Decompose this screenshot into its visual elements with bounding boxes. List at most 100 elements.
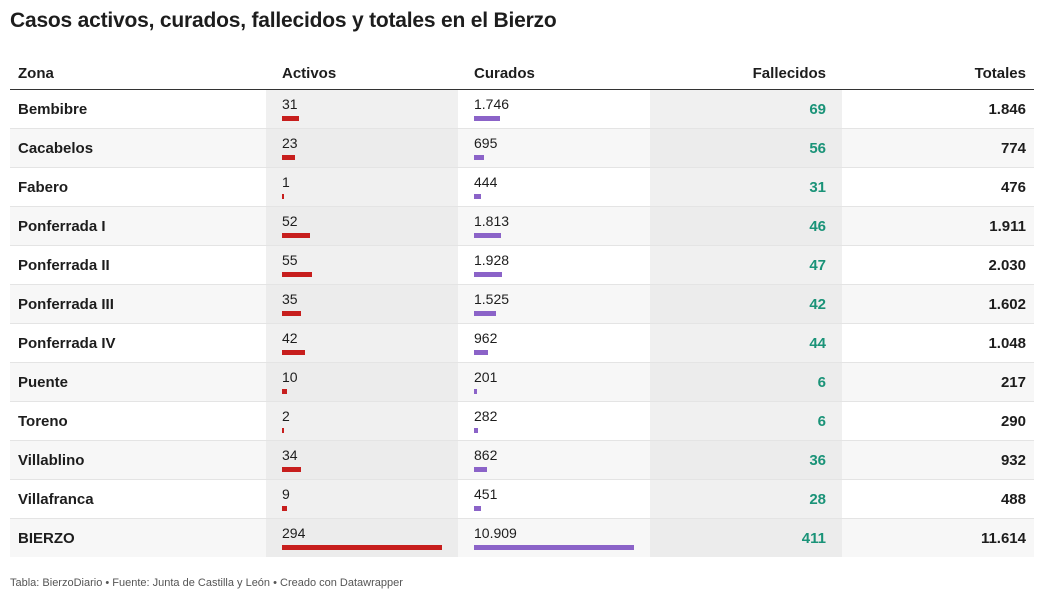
- fallecidos-value: 56: [809, 140, 826, 157]
- activos-column-shade: [266, 90, 458, 128]
- curados-bar: [474, 233, 501, 238]
- table-row: Puente 10 201 6 217: [10, 363, 1034, 402]
- activos-column-shade: [266, 207, 458, 245]
- curados-bar: [474, 428, 479, 433]
- activos-bar: [282, 350, 305, 355]
- fallecidos-column-shade: [650, 285, 842, 323]
- zona-label: Fabero: [18, 179, 69, 196]
- table-row: Fabero 1 444 31 476: [10, 168, 1034, 207]
- activos-column-shade: [266, 168, 458, 206]
- fallecidos-value: 31: [809, 179, 826, 196]
- activos-bar: [282, 194, 284, 199]
- activos-value: 52: [282, 213, 298, 229]
- activos-bar: [282, 506, 287, 511]
- table-row: Villafranca 9 451 28 488: [10, 480, 1034, 519]
- curados-value: 201: [474, 369, 498, 385]
- fallecidos-column-shade: [650, 129, 842, 167]
- fallecidos-value: 411: [801, 530, 826, 547]
- activos-value: 9: [282, 486, 290, 502]
- totales-value: 476: [1000, 179, 1026, 196]
- curados-value: 451: [474, 486, 498, 502]
- activos-bar: [282, 467, 301, 472]
- activos-value: 31: [282, 96, 298, 112]
- fallecidos-column-shade: [650, 207, 842, 245]
- totales-value: 11.614: [980, 530, 1026, 547]
- activos-bar: [282, 389, 288, 394]
- curados-bar: [474, 311, 497, 316]
- table-row: Ponferrada III 35 1.525 42 1.602: [10, 285, 1034, 324]
- fallecidos-column-shade: [650, 441, 842, 479]
- curados-value: 1.813: [474, 213, 510, 229]
- table-row: BIERZO 294 10.909 411 11.614: [10, 519, 1034, 557]
- header-activos: Activos: [282, 65, 337, 82]
- fallecidos-value: 28: [809, 491, 826, 508]
- fallecidos-column-shade: [650, 168, 842, 206]
- fallecidos-column-shade: [650, 246, 842, 284]
- table-body: Bembibre 31 1.746 69 1.846 Cacabelos 23 695 56 77…: [10, 90, 1034, 557]
- table-row: Cacabelos 23 695 56 774: [10, 129, 1034, 168]
- curados-value: 10.909: [474, 525, 517, 541]
- zona-label: Ponferrada II: [18, 257, 110, 274]
- activos-bar: [282, 272, 312, 277]
- curados-bar: [474, 194, 481, 199]
- curados-value: 1.746: [474, 96, 510, 112]
- fallecidos-column-shade: [650, 480, 842, 518]
- zona-label: Puente: [18, 374, 69, 391]
- curados-bar: [474, 155, 485, 160]
- totales-value: 1.602: [988, 296, 1026, 313]
- fallecidos-value: 6: [817, 374, 826, 391]
- activos-value: 1: [282, 174, 290, 190]
- activos-column-shade: [266, 324, 458, 362]
- activos-bar: [282, 311, 302, 316]
- curados-bar: [474, 389, 477, 394]
- curados-value: 1.928: [474, 252, 510, 268]
- totales-value: 488: [1000, 491, 1026, 508]
- fallecidos-column-shade: [650, 402, 842, 440]
- activos-value: 55: [282, 252, 298, 268]
- table-header: Zona Activos Curados Fallecidos Totales: [10, 56, 1034, 90]
- curados-value: 962: [474, 330, 498, 346]
- activos-column-shade: [266, 402, 458, 440]
- activos-column-shade: [266, 441, 458, 479]
- zona-label: Cacabelos: [18, 140, 94, 157]
- fallecidos-column-shade: [650, 324, 842, 362]
- totales-value: 932: [1000, 452, 1026, 469]
- activos-bar: [282, 155, 295, 160]
- table-row: Ponferrada IV 42 962 44 1.048: [10, 324, 1034, 363]
- activos-column-shade: [266, 246, 458, 284]
- zona-label: Bembibre: [18, 101, 88, 118]
- curados-value: 282: [474, 408, 498, 424]
- curados-value: 862: [474, 447, 498, 463]
- curados-value: 695: [474, 135, 498, 151]
- fallecidos-value: 69: [809, 101, 826, 118]
- table-row: Ponferrada II 55 1.928 47 2.030: [10, 246, 1034, 285]
- header-curados: Curados: [474, 65, 535, 82]
- activos-value: 10: [282, 369, 298, 385]
- curados-value: 1.525: [474, 291, 510, 307]
- fallecidos-column-shade: [650, 519, 842, 557]
- totales-value: 217: [1000, 374, 1026, 391]
- chart-title: Casos activos, curados, fallecidos y tot…: [10, 9, 557, 32]
- activos-column-shade: [266, 519, 458, 557]
- zona-label: Ponferrada IV: [18, 335, 116, 352]
- totales-value: 1.048: [988, 335, 1026, 352]
- fallecidos-value: 46: [809, 218, 826, 235]
- fallecidos-value: 47: [809, 257, 826, 274]
- zona-label: Villafranca: [18, 491, 94, 508]
- activos-value: 35: [282, 291, 298, 307]
- activos-column-shade: [266, 480, 458, 518]
- activos-value: 23: [282, 135, 298, 151]
- activos-value: 294: [282, 525, 306, 541]
- activos-bar: [282, 428, 284, 433]
- activos-value: 2: [282, 408, 290, 424]
- activos-column-shade: [266, 129, 458, 167]
- data-table: Zona Activos Curados Fallecidos Totales …: [10, 56, 1034, 557]
- fallecidos-value: 6: [817, 413, 826, 430]
- curados-bar: [474, 467, 487, 472]
- header-fallecidos: Fallecidos: [752, 65, 826, 82]
- header-zona: Zona: [18, 65, 54, 82]
- zona-label: BIERZO: [18, 530, 75, 547]
- footer-credits: Tabla: BierzoDiario • Fuente: Junta de C…: [10, 577, 403, 589]
- curados-bar: [474, 545, 634, 550]
- zona-label: Villablino: [18, 452, 85, 469]
